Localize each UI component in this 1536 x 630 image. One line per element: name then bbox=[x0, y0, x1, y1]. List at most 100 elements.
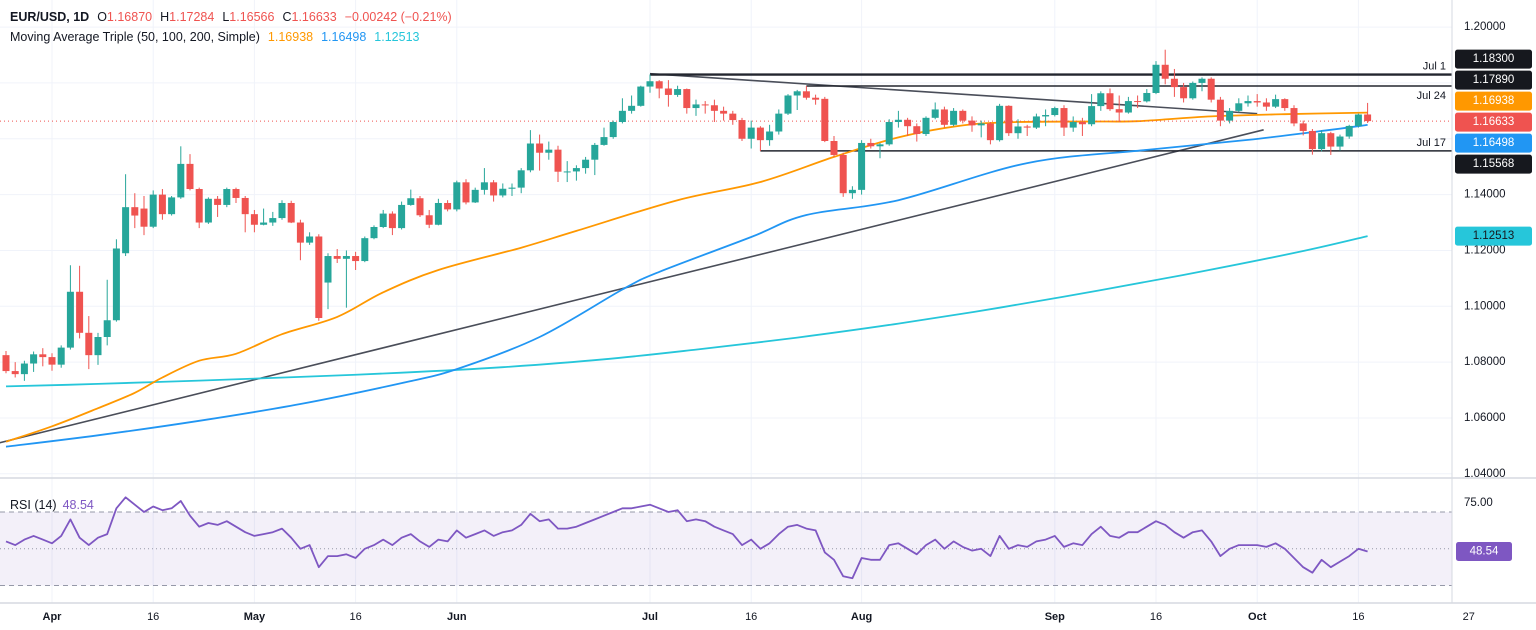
price-badge-1.18300[interactable]: 1.18300 bbox=[1455, 49, 1532, 69]
candle[interactable] bbox=[1014, 119, 1022, 139]
candle[interactable] bbox=[1327, 131, 1335, 155]
candle[interactable] bbox=[710, 99, 718, 123]
candle[interactable] bbox=[1189, 81, 1197, 100]
candle[interactable] bbox=[361, 236, 369, 263]
price-badge-1.12513[interactable]: 1.12513 bbox=[1455, 226, 1532, 246]
candle[interactable] bbox=[554, 145, 562, 183]
candle[interactable] bbox=[747, 120, 755, 149]
candle[interactable] bbox=[1336, 134, 1344, 151]
candle[interactable] bbox=[11, 362, 19, 378]
candle[interactable] bbox=[1281, 98, 1289, 111]
candle[interactable] bbox=[1170, 68, 1178, 97]
candle[interactable] bbox=[1308, 128, 1316, 155]
time-axis-label-16[interactable]: 16 bbox=[745, 611, 757, 623]
candle[interactable] bbox=[931, 102, 939, 120]
price-badge-1.16633[interactable]: 1.16633 bbox=[1455, 112, 1532, 132]
candle[interactable] bbox=[352, 251, 360, 270]
candle[interactable] bbox=[904, 117, 912, 136]
candle[interactable] bbox=[490, 180, 498, 202]
candle[interactable] bbox=[858, 140, 866, 195]
time-axis-label-16[interactable]: 16 bbox=[1150, 611, 1162, 623]
candle[interactable] bbox=[986, 122, 994, 145]
candle[interactable] bbox=[526, 130, 534, 173]
candle[interactable] bbox=[278, 200, 286, 220]
candle[interactable] bbox=[287, 200, 295, 224]
candle[interactable] bbox=[103, 279, 111, 346]
candle[interactable] bbox=[766, 124, 774, 146]
candle[interactable] bbox=[536, 134, 544, 171]
candle[interactable] bbox=[195, 187, 203, 229]
candle[interactable] bbox=[76, 265, 84, 339]
candle[interactable] bbox=[425, 209, 433, 229]
candle[interactable] bbox=[306, 232, 314, 245]
candle[interactable] bbox=[1354, 113, 1362, 128]
trendline-descending-resistance[interactable] bbox=[649, 72, 1258, 115]
candle[interactable] bbox=[637, 85, 645, 107]
candle[interactable] bbox=[968, 116, 976, 132]
candle[interactable] bbox=[499, 183, 507, 198]
candle[interactable] bbox=[1235, 98, 1243, 113]
candle[interactable] bbox=[48, 353, 56, 371]
candle[interactable] bbox=[609, 120, 617, 139]
candle[interactable] bbox=[848, 186, 856, 199]
candle[interactable] bbox=[885, 119, 893, 146]
candle[interactable] bbox=[738, 117, 746, 141]
candle[interactable] bbox=[1042, 109, 1050, 127]
candle[interactable] bbox=[793, 89, 801, 111]
candle[interactable] bbox=[950, 108, 958, 127]
price-badge-1.15568[interactable]: 1.15568 bbox=[1455, 154, 1532, 174]
candle[interactable] bbox=[186, 154, 194, 191]
candle[interactable] bbox=[140, 196, 148, 236]
time-axis-label-may[interactable]: May bbox=[244, 611, 266, 623]
candle[interactable] bbox=[1023, 124, 1031, 136]
candle[interactable] bbox=[462, 179, 470, 205]
candle[interactable] bbox=[628, 95, 636, 114]
candle[interactable] bbox=[1106, 88, 1114, 111]
ma-indicator-title[interactable]: Moving Average Triple (50, 100, 200, Sim… bbox=[10, 30, 260, 44]
candle[interactable] bbox=[508, 183, 516, 197]
candle[interactable] bbox=[913, 123, 921, 142]
candle[interactable] bbox=[812, 94, 820, 105]
candle[interactable] bbox=[315, 234, 323, 321]
candle[interactable] bbox=[1262, 98, 1270, 111]
candle[interactable] bbox=[646, 74, 654, 93]
time-axis-label-16[interactable]: 16 bbox=[349, 611, 361, 623]
candle[interactable] bbox=[894, 110, 902, 128]
candle[interactable] bbox=[692, 99, 700, 116]
rsi-indicator-title[interactable]: RSI (14) bbox=[10, 498, 57, 512]
candle[interactable] bbox=[674, 85, 682, 97]
candle[interactable] bbox=[582, 156, 590, 174]
candle[interactable] bbox=[480, 168, 488, 195]
candle[interactable] bbox=[1290, 105, 1298, 127]
candle[interactable] bbox=[112, 239, 120, 322]
price-badge-1.16498[interactable]: 1.16498 bbox=[1455, 133, 1532, 153]
candle[interactable] bbox=[20, 360, 28, 381]
candle[interactable] bbox=[260, 208, 268, 226]
candle[interactable] bbox=[131, 193, 139, 229]
candle[interactable] bbox=[1115, 95, 1123, 123]
candle[interactable] bbox=[444, 200, 452, 212]
candle[interactable] bbox=[1032, 113, 1040, 129]
symbol-title[interactable]: EUR/USD, 1D bbox=[10, 10, 90, 24]
candle[interactable] bbox=[1299, 120, 1307, 136]
candle[interactable] bbox=[94, 332, 102, 365]
candle[interactable] bbox=[1069, 116, 1077, 132]
candle[interactable] bbox=[1180, 82, 1188, 103]
rsi-badge-48.54[interactable]: 48.54 bbox=[1456, 541, 1512, 561]
candle[interactable] bbox=[664, 80, 672, 107]
candle[interactable] bbox=[1143, 89, 1151, 103]
candle[interactable] bbox=[250, 209, 258, 233]
candle[interactable] bbox=[471, 187, 479, 203]
candle[interactable] bbox=[39, 348, 47, 367]
candle[interactable] bbox=[802, 85, 810, 100]
candle[interactable] bbox=[177, 146, 185, 199]
candle[interactable] bbox=[1152, 61, 1160, 95]
candle[interactable] bbox=[1207, 77, 1215, 103]
candle[interactable] bbox=[1253, 94, 1261, 107]
candle[interactable] bbox=[1318, 130, 1326, 152]
candle[interactable] bbox=[1198, 77, 1206, 92]
candle[interactable] bbox=[821, 96, 829, 143]
candle[interactable] bbox=[996, 103, 1004, 142]
candle[interactable] bbox=[204, 197, 212, 224]
